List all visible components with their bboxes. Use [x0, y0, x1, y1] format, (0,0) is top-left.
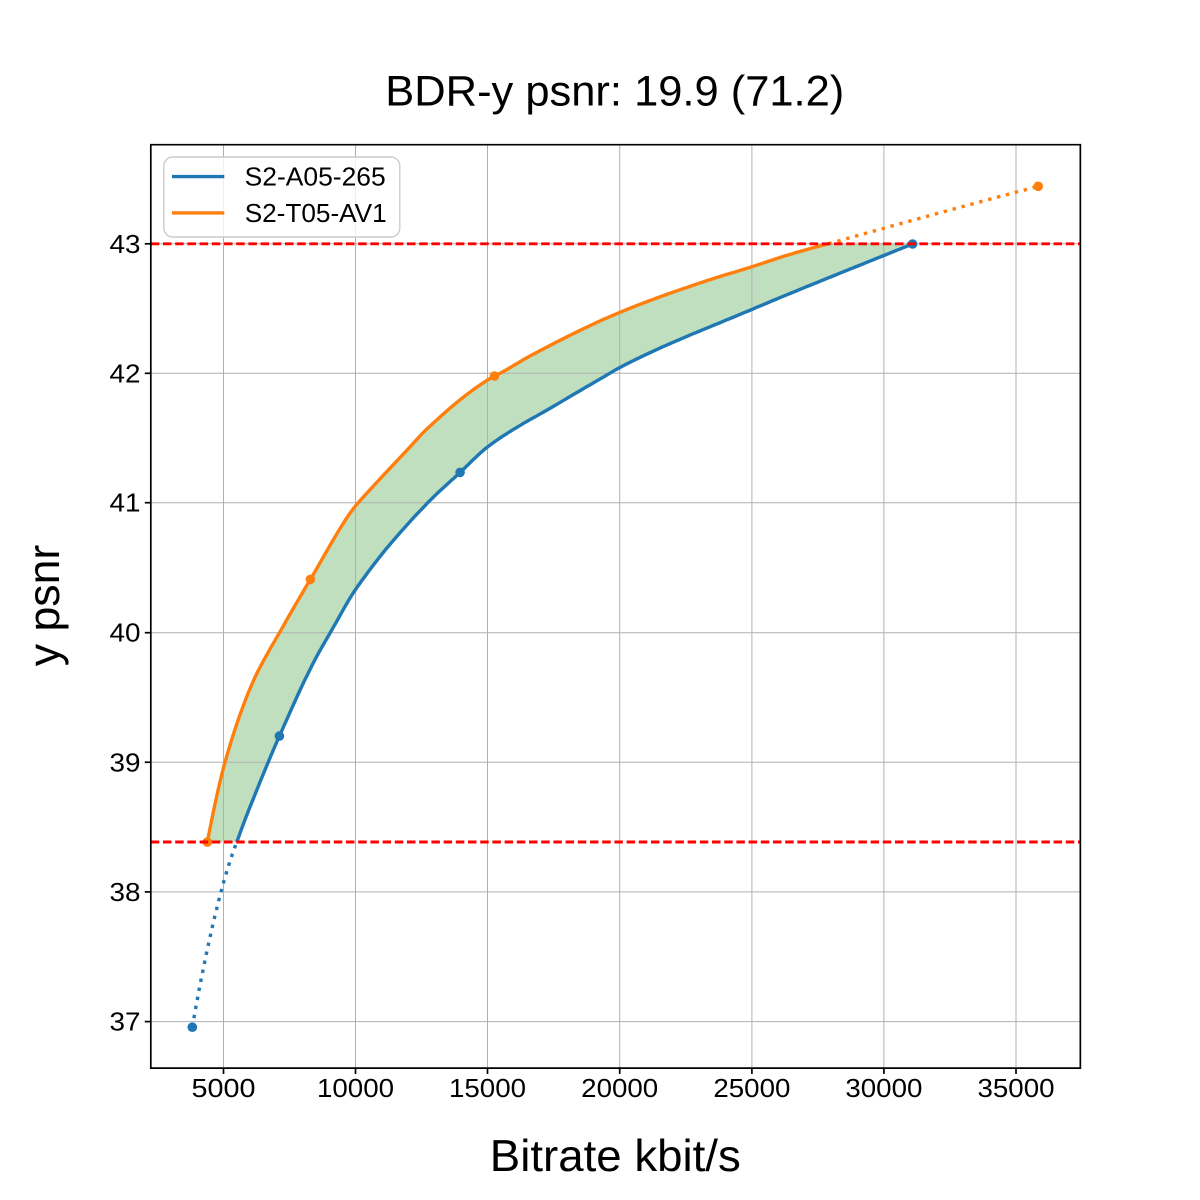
- svg-text:10000: 10000: [317, 1073, 394, 1103]
- svg-text:5000: 5000: [192, 1073, 256, 1103]
- svg-text:y psnr: y psnr: [20, 545, 69, 667]
- svg-text:41: 41: [110, 488, 141, 518]
- svg-text:S2-A05-265: S2-A05-265: [245, 162, 386, 192]
- svg-text:37: 37: [110, 1007, 141, 1037]
- svg-text:43: 43: [110, 229, 141, 259]
- svg-text:Bitrate kbit/s: Bitrate kbit/s: [490, 1132, 741, 1181]
- svg-text:38: 38: [110, 877, 141, 907]
- svg-text:15000: 15000: [449, 1073, 526, 1103]
- svg-text:S2-T05-AV1: S2-T05-AV1: [245, 198, 387, 228]
- svg-text:42: 42: [110, 358, 141, 388]
- svg-text:39: 39: [110, 747, 141, 777]
- svg-text:BDR-y psnr: 19.9 (71.2): BDR-y psnr: 19.9 (71.2): [385, 67, 844, 115]
- svg-text:25000: 25000: [713, 1073, 790, 1103]
- svg-text:35000: 35000: [978, 1073, 1055, 1103]
- svg-text:30000: 30000: [845, 1073, 922, 1103]
- svg-text:20000: 20000: [581, 1073, 658, 1103]
- svg-text:40: 40: [110, 618, 141, 648]
